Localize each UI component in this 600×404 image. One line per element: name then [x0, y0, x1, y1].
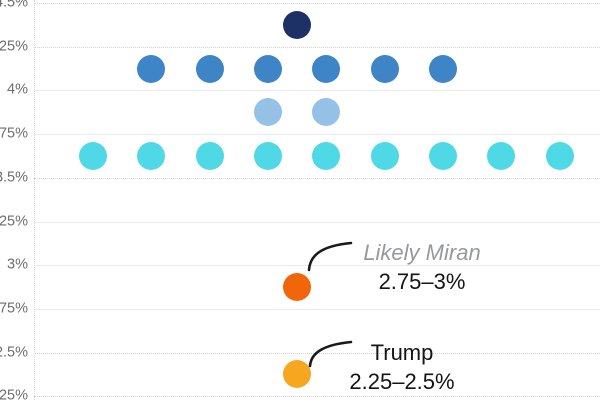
- y-tick-label-3.75: 3.75%: [0, 125, 28, 142]
- gridline-3.5: [34, 177, 600, 179]
- y-tick-label-2.75: 2.75%: [0, 300, 28, 317]
- miran-annotation-label: Likely Miran: [363, 240, 481, 265]
- dots-3-625-6: [370, 141, 399, 170]
- miran-annotation: Likely Miran 2.75–3%: [337, 238, 507, 296]
- dots-3-625-2: [137, 141, 166, 170]
- miran-annotation-range: 2.75–3%: [378, 269, 466, 294]
- dots-4-125-6: [428, 54, 457, 83]
- gridline-3.75: [34, 134, 600, 136]
- y-tick-label-4: 4%: [7, 81, 28, 98]
- dots-3-625-7: [428, 141, 457, 170]
- dots-4-125-2: [195, 54, 224, 83]
- dots-3-625-3: [195, 141, 224, 170]
- dots-3-875-1: [253, 98, 282, 127]
- y-tick-label-2.5: 2.5%: [0, 344, 28, 361]
- dots-3-625-4: [253, 141, 282, 170]
- dot-trump: [283, 360, 312, 389]
- gridline-2.25: [34, 396, 600, 398]
- trump-annotation: Trump 2.25–2.5%: [317, 338, 487, 396]
- dots-4-125-5: [370, 54, 399, 83]
- trump-annotation-label: Trump: [370, 340, 434, 365]
- dots-3-875-2: [312, 98, 341, 127]
- dots-3-625-8: [487, 141, 516, 170]
- dots-3-625-5: [312, 141, 341, 170]
- dots-4-375: [283, 10, 312, 39]
- dots-4-125-1: [137, 54, 166, 83]
- y-tick-label-3.5: 3.5%: [0, 169, 28, 186]
- dots-3-625-1: [79, 141, 107, 170]
- gridline-4.25: [34, 46, 600, 48]
- dots-4-125-3: [253, 54, 282, 83]
- y-tick-label-3.25: 3.25%: [0, 213, 28, 229]
- gridline-2.75: [34, 308, 600, 310]
- gridline-4.5: [34, 3, 600, 4]
- gridline-3.25: [34, 221, 600, 223]
- dot-miran: [283, 273, 312, 302]
- y-tick-label-4.5: 4.5%: [0, 0, 28, 11]
- dots-4-125-4: [312, 54, 341, 83]
- y-axis-line: [34, 0, 35, 400]
- y-tick-label-3: 3%: [7, 256, 28, 273]
- y-tick-label-4.25: 4.25%: [0, 38, 28, 55]
- dots-3-625-9: [545, 141, 574, 170]
- gridline-4: [34, 90, 600, 92]
- trump-annotation-range: 2.25–2.5%: [349, 369, 455, 394]
